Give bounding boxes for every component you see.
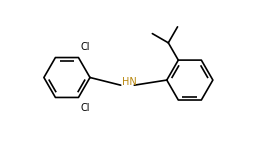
Text: Cl: Cl: [81, 42, 90, 52]
Text: HN: HN: [122, 77, 137, 87]
Text: Cl: Cl: [81, 103, 90, 113]
